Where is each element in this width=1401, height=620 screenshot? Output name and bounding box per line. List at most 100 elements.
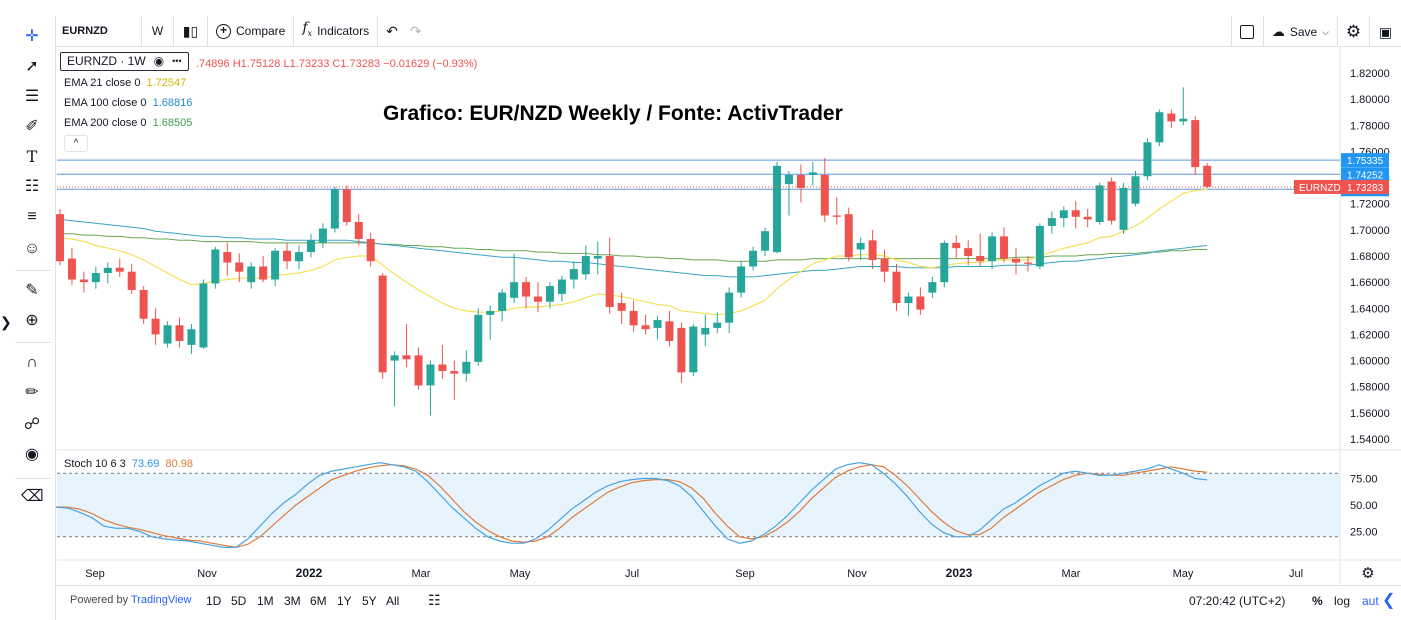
function-icon: fx (302, 20, 313, 38)
candle-body (1047, 218, 1056, 226)
ema21-legend[interactable]: EMA 21 close 0 1.72547 (64, 77, 186, 89)
time-tick-label: Sep (735, 568, 755, 580)
candle-body (163, 325, 172, 344)
last-price-symbol: EURNZD (1299, 183, 1341, 194)
magnet-icon[interactable]: ∩ (26, 354, 38, 371)
overlay-title: Grafico: EUR/NZD Weekly / Fonte: ActivTr… (383, 102, 843, 125)
save-button[interactable]: ☁ Save ⌵ (1262, 16, 1337, 47)
clock[interactable]: 07:20:42 (UTC+2) (1189, 594, 1286, 608)
text-icon[interactable]: T (26, 147, 38, 166)
brush-icon[interactable]: ✐ (25, 118, 39, 135)
range-3m-button[interactable]: 3M (284, 594, 301, 608)
unlock-icon[interactable]: ☍ (23, 416, 41, 433)
legend-collapse-button[interactable]: ^ (64, 135, 88, 152)
price-tick-label: 1.70000 (1350, 225, 1390, 237)
time-tick-label: Sep (85, 568, 105, 580)
level-price-label: 1.74252 (1347, 170, 1384, 181)
level-price-tag (1341, 153, 1389, 168)
candle-body (928, 282, 937, 293)
compare-button[interactable]: + Compare (208, 15, 295, 47)
candle-body (1167, 113, 1176, 122)
candle-body (450, 371, 459, 374)
candle-body (534, 296, 542, 302)
snapshot-button[interactable]: ▣ (1369, 16, 1401, 47)
range-5y-button[interactable]: 5Y (362, 594, 377, 608)
auto-scale-button[interactable]: aut (1362, 594, 1379, 608)
stoch-legend[interactable]: Stoch 10 6 3 73.69 80.98 (64, 458, 193, 470)
stoch-d-value: 80.98 (165, 458, 193, 470)
powered-brand: TradingView (130, 594, 192, 606)
square-icon (1240, 24, 1255, 39)
range-1m-button[interactable]: 1M (257, 594, 274, 608)
candle-body (56, 214, 64, 262)
symbol-legend-box[interactable]: EURNZD · 1W ◉ ••• (60, 52, 189, 71)
chevron-right-icon[interactable]: ❯ (0, 314, 12, 330)
ema100-legend[interactable]: EMA 100 close 0 1.68816 (64, 97, 192, 109)
drawing-toolbar: ✛ ➚ ☰ ✐ T ☷ ≡ ☺ ✎ ⊕ ∩ ✏ ☍ ◉ ⌫ (9, 16, 56, 620)
redo-icon[interactable]: ↷ (409, 23, 422, 39)
trend-line-icon[interactable]: ➚ (25, 58, 39, 75)
candle-body (1035, 225, 1044, 267)
time-tick-label: 2022 (296, 566, 323, 580)
range-6m-button[interactable]: 6M (310, 594, 327, 608)
range-1d-button[interactable]: 1D (206, 594, 222, 608)
time-tick-label: Jul (625, 568, 639, 580)
candle-body (1095, 185, 1104, 223)
powered-by[interactable]: Powered by TradingView (70, 594, 192, 606)
lock-drawings-icon[interactable]: ✏ (25, 384, 39, 401)
settings-button[interactable]: ⚙ (1337, 16, 1369, 47)
eye-icon[interactable]: ◉ (153, 54, 165, 68)
chevron-left-icon[interactable]: ❮ (1382, 592, 1396, 609)
candle-body (677, 327, 686, 373)
candle-body (330, 189, 339, 229)
candle-body (940, 242, 949, 283)
eye-icon[interactable]: ◉ (25, 446, 39, 463)
range-1y-button[interactable]: 1Y (337, 594, 352, 608)
percent-scale-button[interactable]: % (1312, 594, 1323, 608)
layout-button[interactable] (1230, 16, 1263, 47)
bottom-toolbar: Powered by TradingView 1D 5D 1M 3M 6M 1Y… (56, 585, 1401, 616)
range-all-button[interactable]: All (386, 594, 400, 608)
candle-body (653, 320, 662, 328)
ruler-icon[interactable]: ✎ (25, 282, 39, 299)
candle-body (844, 214, 853, 258)
price-tick-label: 1.82000 (1350, 68, 1390, 80)
emoji-icon[interactable]: ☺ (23, 240, 41, 257)
gear-icon: ⚙ (1361, 564, 1374, 582)
interval-button[interactable]: W (142, 15, 174, 47)
zoom-in-icon[interactable]: ⊕ (25, 312, 39, 329)
ema21-line (59, 188, 1208, 316)
gear-icon: ⚙ (1345, 21, 1362, 41)
trash-icon[interactable]: ⌫ (21, 488, 44, 505)
indicators-button[interactable]: fx Indicators (294, 15, 379, 47)
candle-body (868, 240, 877, 260)
top-toolbar: EURNZD W ▮▯ + Compare fx Indicators ↶ ↷ … (56, 15, 1401, 47)
calendar-range-icon[interactable]: ☷ (428, 592, 441, 608)
candle-body (713, 322, 722, 328)
candle-body (1191, 120, 1200, 168)
crosshair-icon[interactable]: ✛ (25, 28, 39, 45)
last-price-value: 1.73283 (1347, 183, 1384, 194)
candle-body (318, 228, 327, 243)
candle-body (151, 318, 160, 335)
time-tick-label: Jul (1289, 568, 1303, 580)
more-icon[interactable]: ••• (172, 56, 182, 66)
symbol-search-button[interactable]: EURNZD (56, 15, 142, 47)
cloud-icon: ☁ (1271, 23, 1285, 39)
legend-symbol-interval: EURNZD · 1W (67, 54, 146, 68)
range-5d-button[interactable]: 5D (231, 594, 247, 608)
candle-body (402, 355, 411, 360)
ema200-legend[interactable]: EMA 200 close 0 1.68505 (64, 117, 192, 129)
candle-body (569, 269, 578, 280)
pattern-icon[interactable]: ☷ (24, 178, 40, 195)
log-scale-button[interactable]: log (1334, 594, 1351, 608)
undo-icon[interactable]: ↶ (386, 23, 398, 39)
price-tick-label: 1.56000 (1350, 408, 1390, 420)
stoch-tick-label: 25.00 (1350, 527, 1378, 539)
stoch-tick-label: 75.00 (1350, 474, 1378, 486)
gann-fib-icon[interactable]: ☰ (24, 88, 40, 105)
candle-body (1131, 176, 1140, 204)
prediction-icon[interactable]: ≡ (27, 208, 37, 225)
chart-style-button[interactable]: ▮▯ (174, 15, 208, 47)
